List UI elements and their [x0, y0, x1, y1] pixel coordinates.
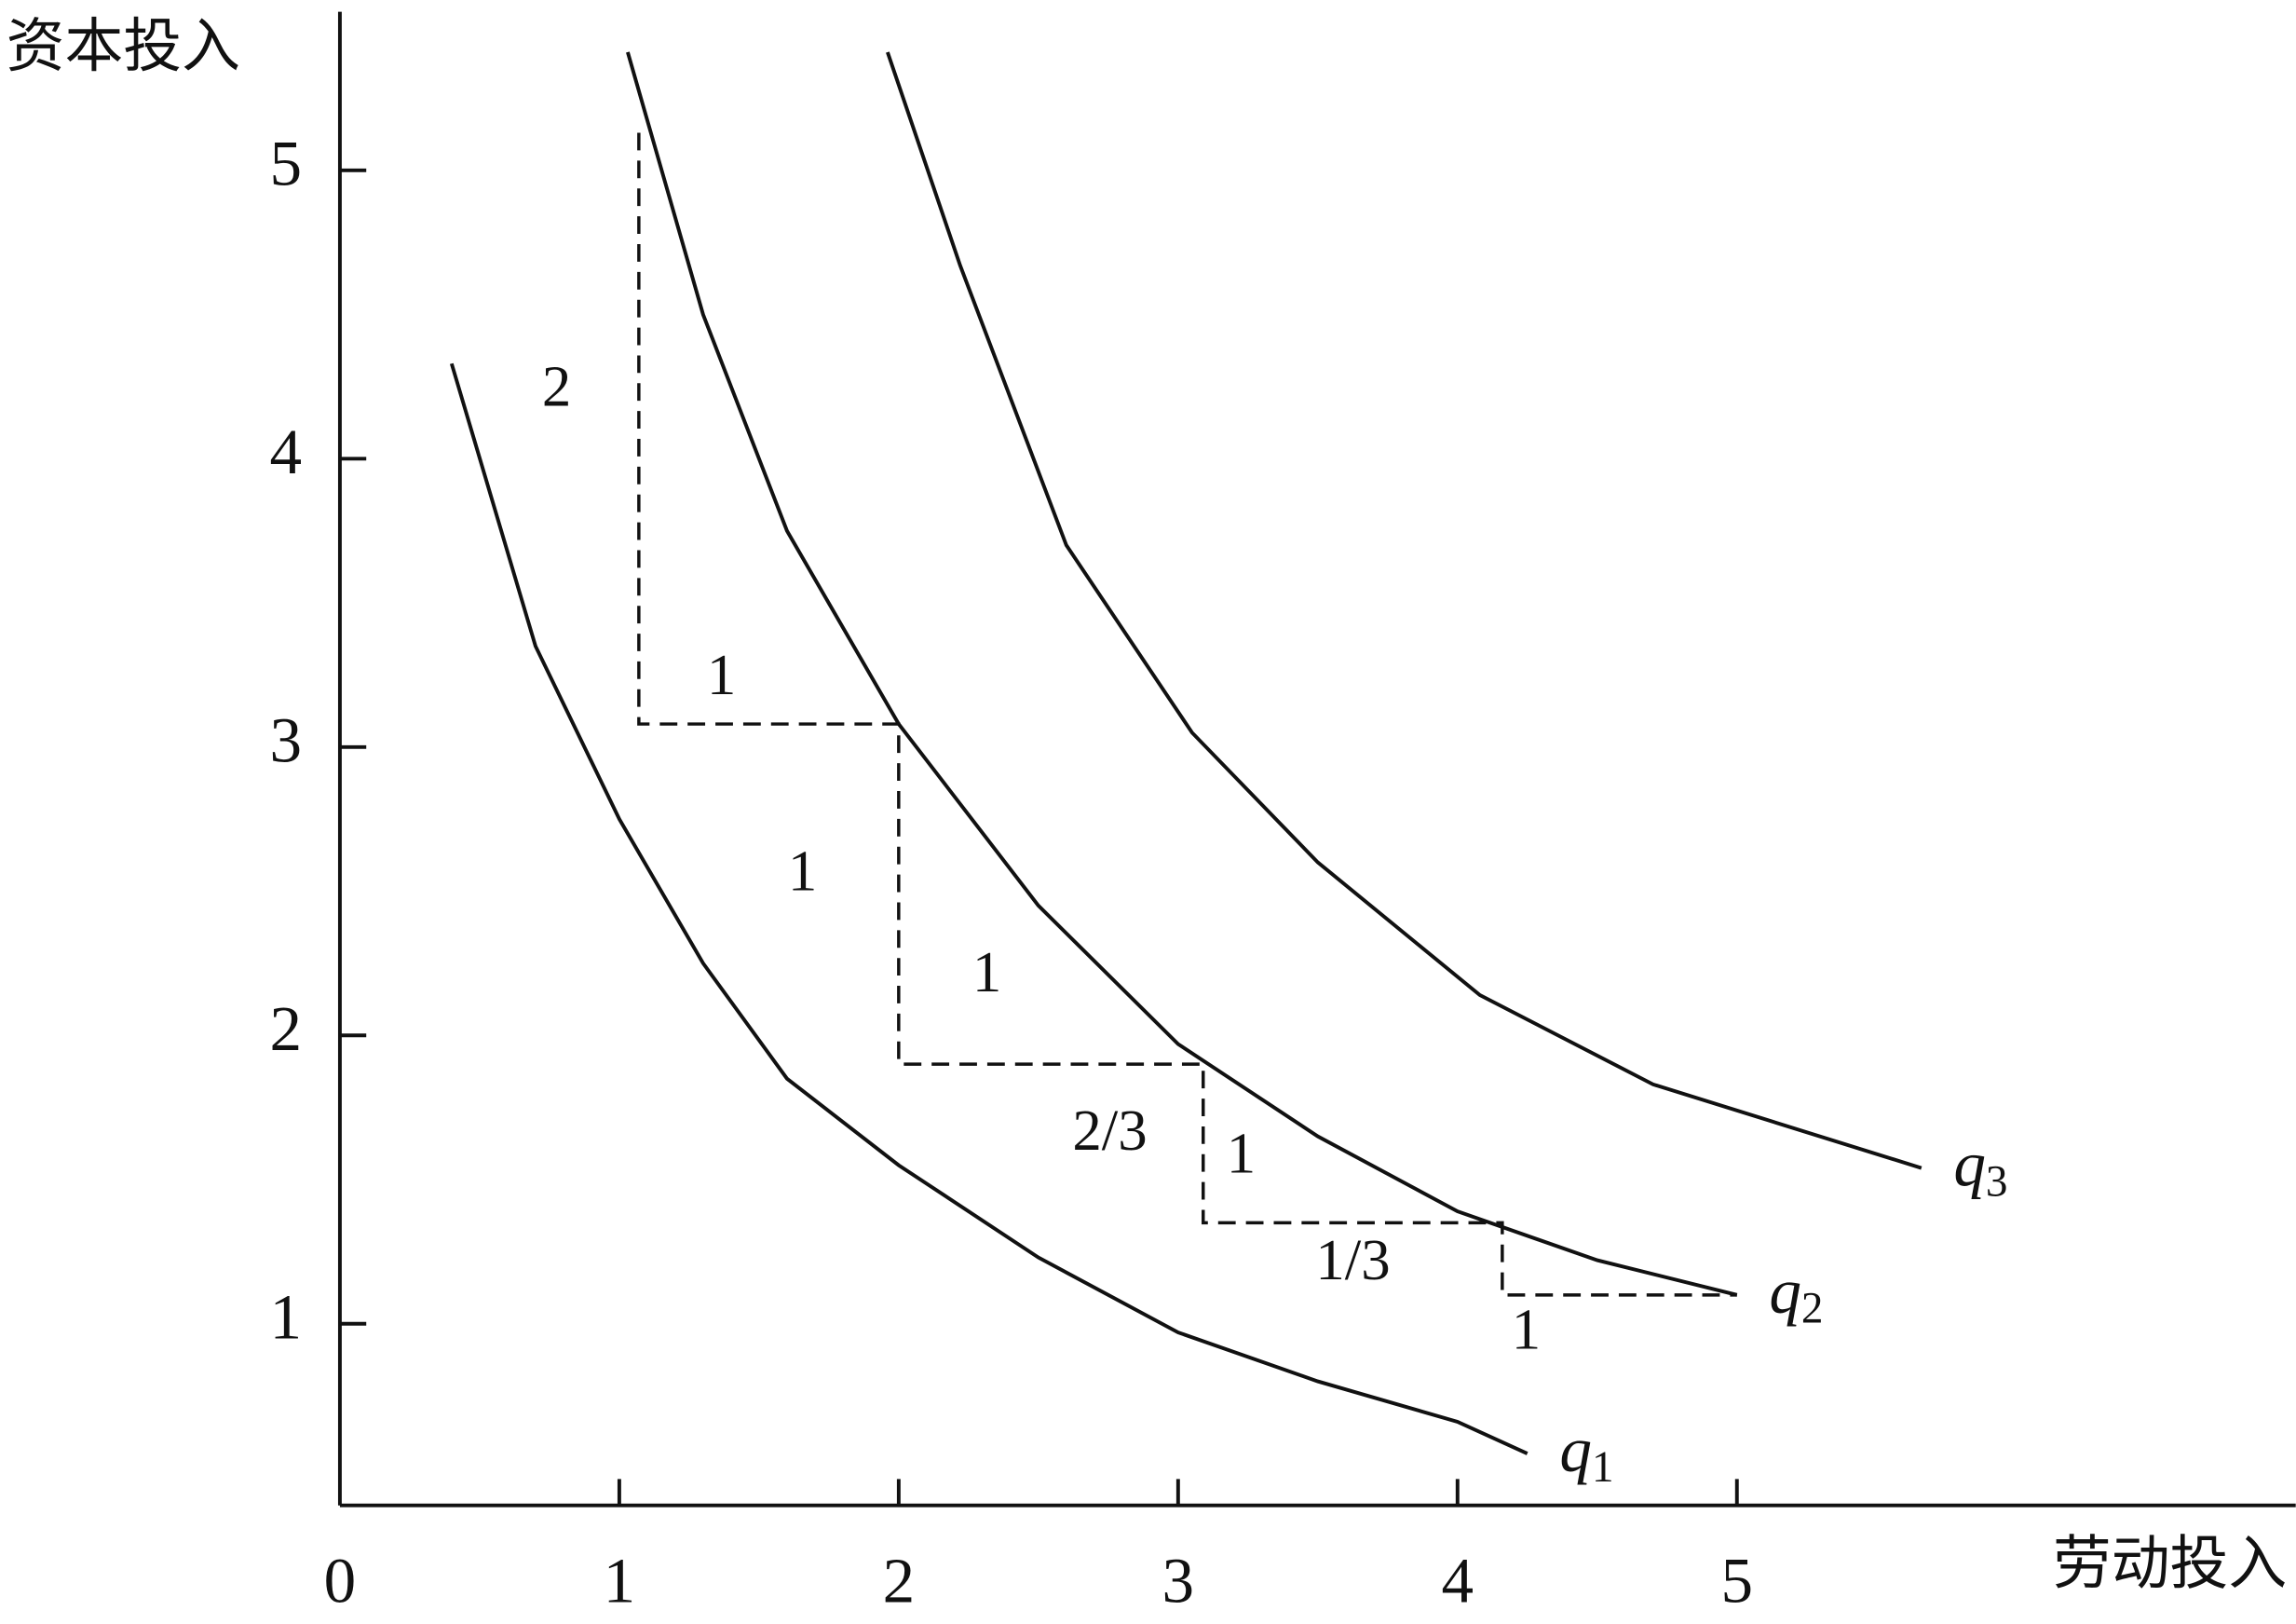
- x-tick-label: 4: [1442, 1545, 1474, 1617]
- series-label: q3: [1953, 1128, 2007, 1207]
- x-tick-label: 0: [324, 1545, 357, 1617]
- x-tick-label: 3: [1162, 1545, 1195, 1617]
- y-tick-label: 3: [269, 704, 302, 776]
- y-tick-label: 1: [269, 1281, 302, 1353]
- isoquant: [449, 362, 1528, 1455]
- step-label: 1: [1512, 1297, 1541, 1362]
- step-label: 1: [707, 642, 736, 707]
- y-tick-label: 5: [269, 128, 302, 199]
- step-guide: [637, 132, 1737, 1297]
- x-tick-label: 5: [1720, 1545, 1753, 1617]
- isoquant: [886, 51, 1922, 1170]
- step-label: 1: [788, 838, 817, 903]
- series-label: q1: [1559, 1413, 1613, 1492]
- step-label: 1: [972, 939, 1001, 1004]
- y-tick-label: 2: [269, 992, 302, 1064]
- step-label: 1: [1227, 1121, 1256, 1186]
- x-tick-label: 1: [604, 1545, 636, 1617]
- step-label: 1/3: [1315, 1227, 1390, 1292]
- x-tick-label: 2: [883, 1545, 916, 1617]
- isoquant: [626, 51, 1738, 1297]
- x-axis-label: 劳动投入: [2053, 1531, 2287, 1596]
- y-tick-label: 4: [269, 416, 302, 487]
- series-label: q2: [1769, 1255, 1823, 1333]
- y-axis-label: 资本投入: [7, 14, 240, 79]
- step-label: 2/3: [1072, 1098, 1147, 1163]
- step-label: 2: [542, 354, 571, 419]
